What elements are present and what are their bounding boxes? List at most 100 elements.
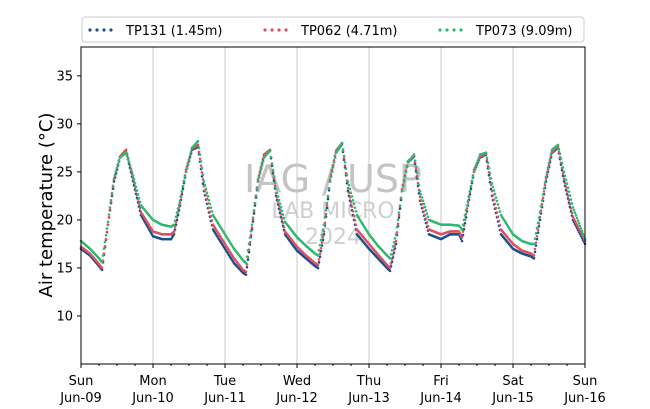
data-point	[394, 233, 398, 236]
data-point	[174, 215, 178, 219]
data-point	[544, 177, 548, 180]
data-point	[333, 156, 337, 159]
data-point	[250, 226, 254, 229]
data-point	[126, 157, 130, 161]
data-point	[107, 213, 111, 216]
data-point	[346, 180, 350, 183]
data-point	[272, 177, 276, 180]
data-point	[353, 219, 357, 222]
data-point	[533, 250, 537, 254]
legend-marker	[438, 28, 442, 32]
data-point	[424, 217, 428, 220]
data-point	[270, 162, 274, 165]
data-point	[400, 187, 404, 191]
data-point	[172, 230, 176, 233]
data-point	[491, 194, 495, 197]
data-point	[249, 233, 253, 237]
data-point	[135, 189, 139, 192]
data-point	[403, 175, 407, 178]
data-point	[332, 159, 336, 162]
data-point	[460, 239, 464, 243]
data-point	[173, 219, 177, 223]
data-point	[273, 184, 277, 188]
data-point	[471, 175, 475, 178]
data-point	[209, 206, 213, 209]
data-point	[485, 156, 489, 160]
data-point	[318, 255, 322, 259]
data-point	[282, 216, 286, 220]
data-point	[206, 195, 210, 198]
data-point	[184, 168, 188, 172]
data-point	[415, 171, 419, 175]
x-tick-day: Fri	[433, 374, 449, 389]
data-point	[498, 210, 502, 213]
data-point	[129, 167, 133, 170]
data-point	[137, 202, 141, 205]
data-point	[426, 215, 430, 219]
data-point	[104, 237, 108, 241]
data-point	[316, 263, 320, 267]
data-point	[532, 257, 536, 260]
data-point	[418, 189, 422, 193]
data-point	[560, 161, 564, 165]
data-point	[457, 230, 461, 233]
data-point	[533, 237, 537, 240]
data-point	[197, 146, 201, 150]
data-point	[416, 181, 420, 185]
data-point	[400, 189, 404, 193]
data-point	[580, 229, 584, 233]
data-point	[534, 241, 538, 244]
data-point	[573, 211, 577, 214]
x-tick-label: Jun-12	[275, 391, 318, 406]
data-point	[201, 173, 205, 177]
data-point	[422, 202, 426, 206]
data-point	[128, 164, 132, 167]
legend-marker	[445, 28, 449, 32]
series-2	[79, 141, 587, 274]
data-point	[252, 212, 256, 215]
data-point	[535, 226, 539, 230]
data-point	[472, 170, 476, 174]
data-point	[113, 173, 117, 177]
data-point	[570, 202, 574, 205]
data-point	[460, 235, 464, 239]
data-point	[574, 214, 578, 217]
data-point	[186, 162, 190, 166]
x-axis: Sun Jun-09 Mon Jun-10 Tue Jun-11 Wed Jun-12 Thu J…	[59, 364, 606, 406]
data-point	[417, 183, 421, 187]
data-point	[201, 178, 205, 181]
data-point	[246, 258, 250, 261]
data-point	[556, 143, 560, 147]
data-point	[534, 232, 538, 235]
data-point	[109, 198, 113, 202]
data-point	[330, 170, 334, 174]
data-point	[497, 219, 501, 223]
data-point	[573, 219, 577, 223]
data-point	[134, 185, 138, 189]
data-point	[136, 192, 140, 196]
data-point	[395, 225, 399, 229]
data-point	[350, 195, 354, 198]
data-point	[484, 151, 488, 154]
data-point	[199, 164, 203, 167]
data-point	[127, 160, 131, 164]
watermark: IAG / USP LAB MICRO 2024	[244, 157, 422, 250]
data-point	[569, 207, 573, 210]
data-point	[352, 202, 356, 206]
data-point	[109, 200, 113, 204]
data-point	[330, 168, 334, 172]
data-point	[563, 174, 567, 178]
data-point	[325, 206, 329, 210]
data-point	[476, 159, 480, 162]
data-point	[344, 167, 348, 170]
data-point	[546, 168, 550, 171]
data-point	[489, 176, 493, 180]
data-point	[545, 172, 549, 176]
data-point	[459, 233, 463, 237]
data-point	[413, 159, 417, 162]
data-point	[562, 177, 566, 180]
data-point	[567, 198, 571, 202]
data-point	[178, 201, 182, 204]
data-point	[461, 223, 465, 227]
data-point	[252, 209, 256, 212]
